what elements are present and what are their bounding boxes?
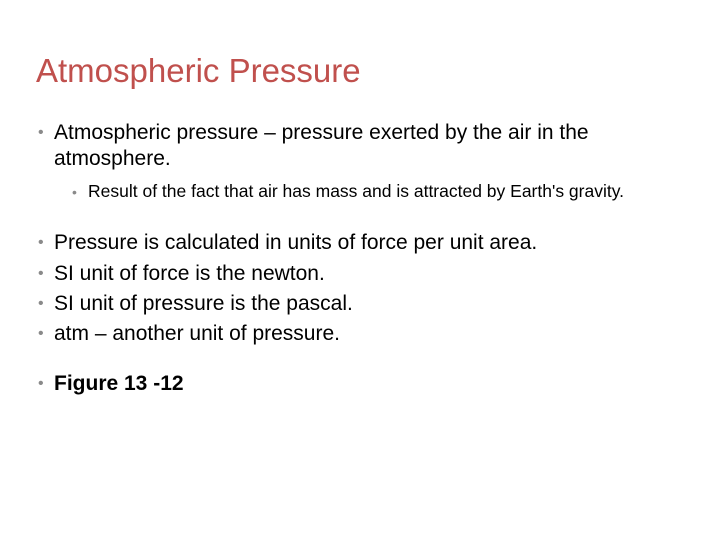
main-bullet-list-3: Figure 13 -12 — [36, 371, 684, 397]
sub-bullet-text: Result of the fact that air has mass and… — [88, 181, 624, 201]
main-bullet-list-2: Pressure is calculated in units of force… — [36, 230, 684, 347]
slide-title: Atmospheric Pressure — [36, 52, 684, 90]
bullet-text: Pressure is calculated in units of force… — [54, 231, 537, 254]
spacer — [36, 210, 684, 230]
bullet-text: atm – another unit of pressure. — [54, 322, 340, 345]
bullet-item: SI unit of pressure is the pascal. — [36, 291, 684, 317]
bullet-text: SI unit of pressure is the pascal. — [54, 292, 353, 315]
bullet-item: Pressure is calculated in units of force… — [36, 230, 684, 256]
main-bullet-list: Atmospheric pressure – pressure exerted … — [36, 120, 684, 202]
bullet-text: SI unit of force is the newton. — [54, 262, 325, 285]
bullet-text-bold: Figure 13 -12 — [54, 372, 184, 395]
sub-bullet-item: Result of the fact that air has mass and… — [70, 181, 684, 203]
sub-bullet-list: Result of the fact that air has mass and… — [54, 181, 684, 203]
spacer — [36, 351, 684, 371]
bullet-item: atm – another unit of pressure. — [36, 321, 684, 347]
bullet-item: Figure 13 -12 — [36, 371, 684, 397]
bullet-text: Atmospheric pressure – pressure exerted … — [54, 121, 589, 170]
bullet-item: Atmospheric pressure – pressure exerted … — [36, 120, 684, 202]
bullet-item: SI unit of force is the newton. — [36, 261, 684, 287]
